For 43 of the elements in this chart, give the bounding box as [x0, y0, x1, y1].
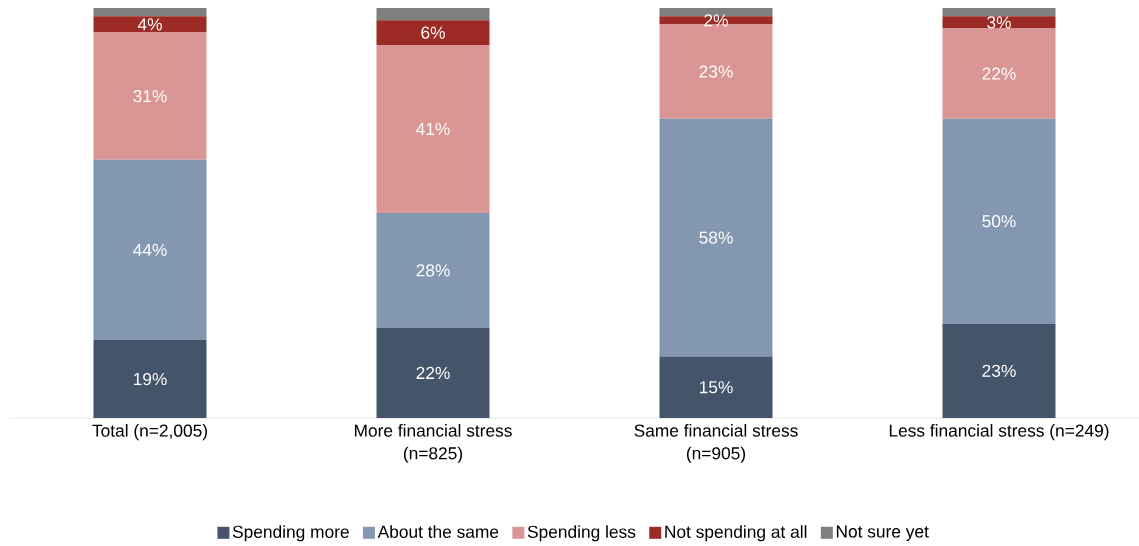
- bar: [376, 212, 490, 328]
- data-label: 44%: [133, 243, 167, 256]
- bar: [93, 32, 207, 160]
- data-label: 50%: [982, 215, 1016, 228]
- data-label: 19%: [133, 372, 167, 386]
- data-label: 3%: [987, 16, 1011, 29]
- bar: [376, 327, 490, 418]
- legend-label: About the same: [377, 525, 499, 538]
- bar: [93, 7, 207, 17]
- data-label: 2%: [704, 14, 728, 27]
- bar: [659, 16, 773, 25]
- legend-label: Spending more: [232, 525, 349, 542]
- bar: [659, 118, 773, 357]
- data-label: 6%: [421, 26, 445, 39]
- bar: [942, 28, 1056, 119]
- data-label: 22%: [416, 366, 450, 379]
- bar: [93, 16, 207, 33]
- bar: [93, 340, 207, 418]
- x-tick-label: Total (n=2,005): [92, 424, 207, 441]
- bar: [942, 323, 1056, 418]
- legend-label: Not sure yet: [836, 525, 929, 542]
- data-label: 15%: [699, 381, 733, 394]
- legend-label: Spending less: [527, 525, 636, 542]
- data-label: 58%: [699, 231, 733, 244]
- bar: [376, 20, 490, 45]
- bar: [376, 7, 490, 21]
- bar: [376, 44, 490, 213]
- bar: [659, 356, 773, 418]
- data-label: 23%: [982, 364, 1016, 377]
- x-tick-label: Same financial stress (n=905): [634, 424, 798, 463]
- data-label: 28%: [416, 264, 450, 277]
- x-tick-label: More financial stress (n=825): [354, 424, 512, 463]
- bar: [942, 7, 1056, 17]
- data-label: 23%: [699, 65, 733, 78]
- data-label: 31%: [133, 90, 167, 103]
- x-tick-label: Less financial stress (n=249): [889, 424, 1109, 441]
- bar: [942, 118, 1056, 324]
- data-label: 22%: [982, 67, 1016, 80]
- bar: [942, 16, 1056, 29]
- legend-label: Not spending at all: [665, 525, 807, 542]
- data-label: 4%: [137, 18, 162, 31]
- bar: [93, 159, 207, 341]
- data-label: 41%: [416, 122, 450, 136]
